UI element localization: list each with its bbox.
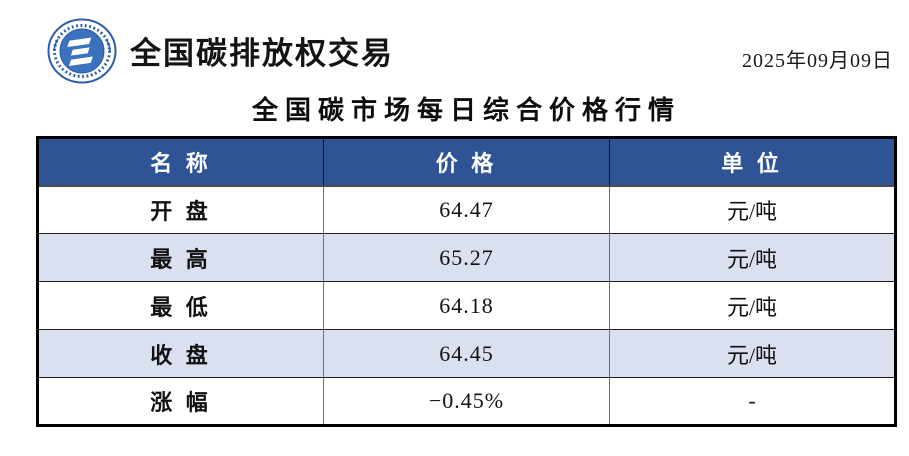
- row-label: 收 盘: [37, 329, 324, 378]
- logo-badge-icon: [47, 18, 117, 84]
- row-unit: 元/吨: [609, 329, 896, 378]
- column-header-name: 名 称: [37, 137, 324, 187]
- brand-title: 全国碳排放权交易: [130, 36, 394, 71]
- masthead: 全国碳排放权交易 2025年09月09日: [0, 0, 909, 92]
- report-date: 2025年09月09日: [742, 50, 893, 72]
- row-price: 65.27: [323, 233, 610, 282]
- table-row-open: 开 盘 64.47 元/吨: [37, 185, 896, 234]
- page-title: 全国碳市场每日综合价格行情: [251, 96, 681, 125]
- row-unit: 元/吨: [609, 281, 896, 330]
- table-row-high: 最 高 65.27 元/吨: [37, 233, 896, 282]
- table-row-low: 最 低 64.18 元/吨: [37, 281, 896, 330]
- column-header-price: 价 格: [323, 137, 610, 187]
- row-label: 最 高: [37, 233, 324, 282]
- column-header-unit: 单 位: [609, 137, 896, 187]
- row-price: 64.45: [323, 329, 610, 378]
- row-unit: -: [609, 377, 896, 426]
- price-table: 名 称 价 格 单 位 开 盘 64.47 元/吨 最 高 65.27 元/吨 …: [36, 136, 897, 427]
- row-label: 最 低: [37, 281, 324, 330]
- row-label: 开 盘: [37, 185, 324, 234]
- carbon-exchange-logo-icon: [46, 18, 118, 86]
- table-row-close: 收 盘 64.45 元/吨: [37, 329, 896, 378]
- row-price: 64.18: [323, 281, 610, 330]
- row-label: 涨 幅: [37, 377, 324, 426]
- row-unit: 元/吨: [609, 233, 896, 282]
- row-unit: 元/吨: [609, 185, 896, 234]
- table-row-change: 涨 幅 −0.45% -: [37, 377, 896, 426]
- row-price: 64.47: [323, 185, 610, 234]
- row-price: −0.45%: [323, 377, 610, 426]
- table-header-row: 名 称 价 格 单 位: [37, 137, 896, 187]
